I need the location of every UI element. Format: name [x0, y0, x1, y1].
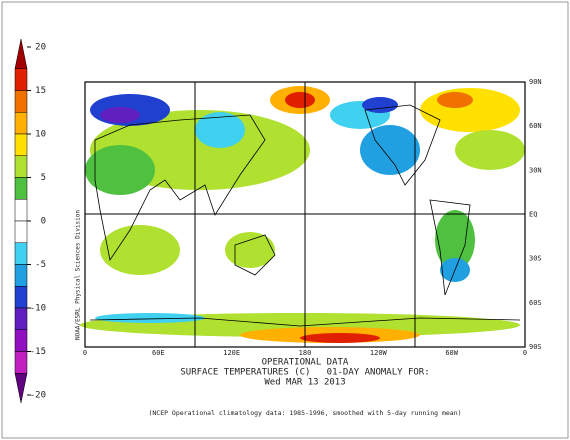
y-tick-label: 90S	[529, 343, 542, 351]
colorbar-band	[14, 351, 28, 374]
source-label: NOAA/ESRL Physical Sciences Division	[75, 210, 82, 340]
blob	[100, 225, 180, 275]
colorbar-band	[14, 68, 28, 91]
blob	[225, 232, 275, 268]
x-tick-label: 0	[523, 349, 527, 357]
x-tick-label: 120W	[370, 349, 388, 357]
colorbar-label: -15	[30, 347, 46, 357]
colorbar-band	[14, 329, 28, 352]
coastline	[89, 317, 521, 327]
colorbar-band	[14, 307, 28, 330]
colorbar-label: -20	[30, 391, 46, 401]
colorbar-band	[14, 286, 28, 309]
y-tick-label: 30S	[529, 255, 542, 263]
colorbar-band	[14, 199, 28, 222]
colorbar-band	[14, 90, 28, 113]
blob	[85, 145, 155, 195]
y-tick-label: 60S	[529, 299, 542, 307]
y-tick-label: 30N	[529, 166, 542, 174]
blob	[455, 130, 525, 170]
caption: OPERATIONAL DATA	[262, 358, 349, 368]
colorbar-band	[14, 112, 28, 135]
colorbar-label: 5	[41, 173, 46, 183]
colorbar-label: -10	[30, 304, 46, 314]
caption: SURFACE TEMPERATURES (C) 01-DAY ANOMALY …	[180, 368, 429, 378]
coastline	[94, 114, 266, 262]
blob	[300, 333, 380, 343]
colorbar-band	[14, 242, 28, 265]
colorbar-band	[14, 220, 28, 243]
colorbar-band	[14, 264, 28, 287]
footnote: (NCEP Operational climatology data: 1985…	[148, 409, 461, 417]
y-tick-label: 60N	[529, 122, 542, 130]
coastline	[429, 199, 471, 296]
x-tick-label: 60W	[445, 349, 458, 357]
blob	[360, 125, 420, 175]
colorbar-label: -5	[35, 260, 46, 270]
blob	[362, 97, 398, 113]
colorbar-band	[14, 133, 28, 156]
coastline	[234, 234, 276, 276]
caption: Wed MAR 13 2013	[264, 378, 345, 388]
colorbar-tip	[14, 373, 28, 404]
y-tick-label: 90N	[529, 78, 542, 86]
blob	[195, 112, 245, 148]
colorbar-label: 15	[35, 86, 46, 96]
blob	[437, 92, 473, 108]
blob	[435, 210, 475, 270]
blob	[285, 92, 315, 108]
colorbar-band	[14, 155, 28, 178]
map	[80, 81, 526, 348]
x-tick-label: 180	[299, 349, 312, 357]
blob	[100, 107, 140, 123]
y-tick-label: EQ	[529, 211, 537, 219]
colorbar-label: 0	[41, 217, 46, 227]
colorbar-label: 20	[35, 43, 46, 53]
blob	[420, 88, 520, 132]
colorbar-label: 10	[35, 130, 46, 140]
x-tick-label: 120E	[223, 349, 240, 357]
x-tick-label: 0	[83, 349, 87, 357]
blob	[95, 313, 205, 323]
colorbar-band	[14, 177, 28, 200]
x-tick-label: 60E	[152, 349, 165, 357]
